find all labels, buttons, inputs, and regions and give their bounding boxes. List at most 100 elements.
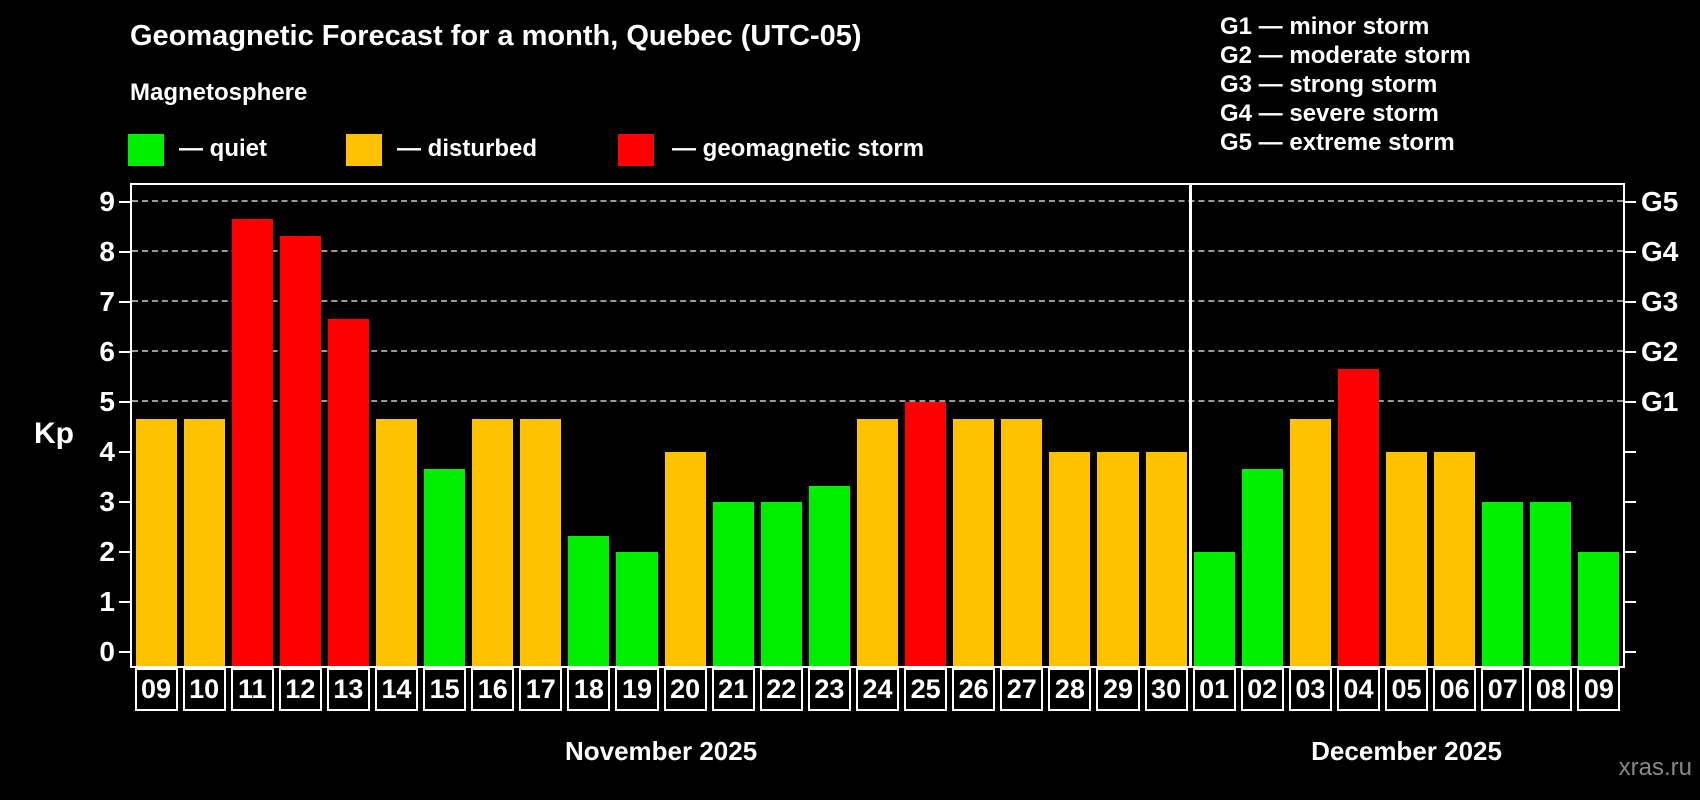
day-label: 11: [230, 668, 274, 711]
g-scale-tick-label: G5: [1641, 186, 1679, 217]
kp-bar: [231, 218, 273, 666]
y-axis-tick: [119, 201, 130, 203]
day-label: 17: [519, 668, 563, 711]
legend-swatch-disturbed: [346, 134, 382, 166]
kp-bar: [760, 502, 802, 666]
right-axis-tick: [1625, 251, 1636, 253]
y-axis-tick-label: 7: [99, 286, 115, 317]
day-label: 23: [807, 668, 851, 711]
kp-bar: [712, 502, 754, 666]
y-axis-tick: [119, 551, 130, 553]
day-label: 15: [423, 668, 467, 711]
chart-plot-area: [130, 183, 1625, 668]
y-axis-tick: [119, 351, 130, 353]
day-label: 08: [1529, 668, 1573, 711]
g-scale-legend: G1 — minor storm G2 — moderate storm G3 — …: [1220, 12, 1471, 157]
g-scale-tick-label: G1: [1641, 386, 1679, 417]
legend-label-quiet: — quiet: [179, 135, 267, 162]
kp-bar: [1097, 452, 1139, 666]
day-label: 10: [182, 668, 226, 711]
y-axis-tick-label: 1: [99, 586, 115, 617]
kp-bar: [664, 452, 706, 666]
day-label: 20: [663, 668, 707, 711]
right-axis-tick: [1625, 401, 1636, 403]
y-axis-tick: [119, 601, 130, 603]
day-label: 29: [1096, 668, 1140, 711]
day-label: 18: [567, 668, 611, 711]
g-scale-tick-label: G3: [1641, 286, 1679, 317]
page-title: Geomagnetic Forecast for a month, Quebec…: [130, 20, 862, 52]
right-axis-tick: [1625, 201, 1636, 203]
kp-bar: [1386, 452, 1428, 666]
y-axis-tick: [119, 401, 130, 403]
kp-bar: [905, 402, 947, 666]
kp-bar: [279, 235, 321, 666]
day-label: 24: [855, 668, 900, 711]
month-label-1: December 2025: [1311, 736, 1502, 766]
month-label-0: November 2025: [564, 736, 758, 766]
day-label: 28: [1048, 668, 1092, 711]
y-axis-tick: [119, 301, 130, 303]
y-axis-tick-label: 5: [99, 386, 115, 417]
kp-bar: [1482, 502, 1524, 666]
day-label: 30: [1144, 668, 1188, 711]
legend-swatch-quiet: [128, 134, 164, 166]
kp-bar: [327, 318, 369, 666]
kp-bar: [472, 418, 514, 666]
kp-bar: [1241, 468, 1283, 666]
g-scale-tick-label: G4: [1641, 236, 1679, 267]
kp-bar: [856, 418, 899, 666]
kp-bar: [183, 418, 225, 666]
right-axis-tick: [1625, 501, 1636, 503]
day-label: 03: [1288, 668, 1332, 711]
day-label: 14: [374, 668, 419, 711]
y-axis-tick: [119, 651, 130, 653]
watermark: xras.ru: [1618, 754, 1692, 781]
legend-label-storm: — geomagnetic storm: [672, 135, 925, 162]
day-label: 26: [952, 668, 996, 711]
gridline-kp-8: [132, 250, 1623, 252]
day-label: 21: [711, 668, 755, 711]
kp-bar: [568, 535, 610, 666]
gridline-kp-9: [132, 200, 1623, 202]
kp-bar: [1434, 452, 1476, 666]
right-axis-tick: [1625, 601, 1636, 603]
gridline-kp-7: [132, 300, 1623, 302]
g-legend-line-2: G2 — moderate storm: [1220, 42, 1471, 69]
y-axis-tick: [119, 451, 130, 453]
kp-bar: [953, 418, 995, 666]
kp-bar: [135, 418, 177, 666]
right-axis-tick: [1625, 301, 1636, 303]
kp-bar: [616, 552, 658, 666]
gridline-kp-5: [132, 400, 1623, 402]
day-label: 27: [1000, 668, 1044, 711]
day-label: 06: [1433, 668, 1477, 711]
kp-bar: [808, 485, 850, 666]
y-axis-tick-label: 3: [99, 486, 115, 517]
day-label: 09: [1577, 668, 1621, 711]
y-axis-tick: [119, 501, 130, 503]
day-label: 09: [134, 668, 178, 711]
right-axis-tick: [1625, 351, 1636, 353]
right-axis-tick: [1625, 551, 1636, 553]
kp-bar: [375, 418, 418, 666]
day-label: 16: [471, 668, 515, 711]
y-axis-tick-label: 2: [99, 536, 115, 567]
kp-bar: [520, 418, 562, 666]
g-legend-line-1: G1 — minor storm: [1220, 13, 1430, 40]
y-axis-tick-label: 6: [99, 336, 115, 367]
color-legend: — quiet — disturbed — geomagnetic storm: [0, 132, 1100, 168]
legend-swatch-storm: [618, 134, 654, 166]
kp-bar: [1193, 552, 1235, 666]
y-axis-title: Kp: [34, 417, 74, 450]
g-scale-tick-label: G2: [1641, 336, 1679, 367]
day-label: 22: [759, 668, 803, 711]
kp-bar: [1145, 452, 1187, 666]
y-axis-tick-label: 0: [99, 636, 115, 667]
kp-bar: [424, 468, 466, 666]
day-label: 25: [904, 668, 948, 711]
day-label: 05: [1385, 668, 1429, 711]
kp-bar: [1578, 552, 1620, 666]
kp-bar: [1289, 418, 1331, 666]
